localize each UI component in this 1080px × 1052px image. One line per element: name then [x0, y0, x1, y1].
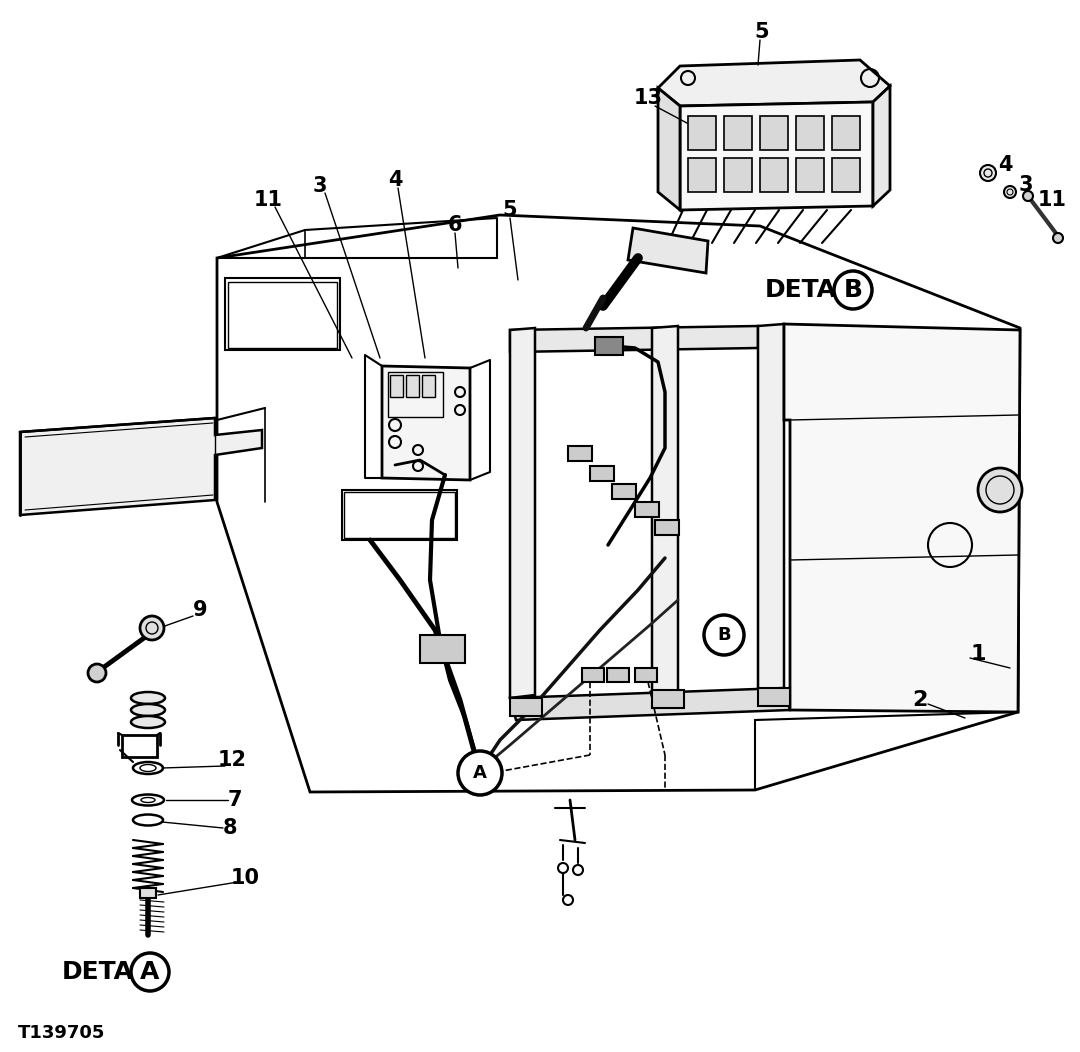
Text: A: A: [473, 764, 487, 782]
Circle shape: [87, 664, 106, 682]
Text: 10: 10: [230, 868, 259, 888]
Text: DETAIL: DETAIL: [765, 278, 862, 302]
Polygon shape: [758, 324, 784, 692]
Circle shape: [458, 751, 502, 795]
Bar: [420, 635, 465, 663]
Circle shape: [1004, 186, 1016, 198]
Bar: [796, 158, 824, 193]
Bar: [758, 688, 789, 706]
Bar: [140, 888, 156, 898]
Text: 1: 1: [970, 644, 986, 664]
Text: 4: 4: [388, 170, 402, 190]
Bar: [796, 116, 824, 150]
Bar: [510, 697, 542, 716]
Bar: [582, 668, 604, 682]
Bar: [635, 502, 659, 517]
Bar: [612, 484, 636, 499]
Text: B: B: [717, 626, 731, 644]
Text: T139705: T139705: [18, 1024, 106, 1041]
Bar: [688, 116, 716, 150]
Circle shape: [834, 271, 872, 309]
Bar: [345, 492, 455, 538]
Polygon shape: [784, 324, 1020, 712]
Polygon shape: [510, 326, 758, 352]
Ellipse shape: [131, 692, 165, 704]
Bar: [652, 690, 684, 708]
Bar: [568, 446, 592, 461]
Bar: [406, 375, 419, 397]
Text: 5: 5: [502, 200, 517, 220]
Ellipse shape: [131, 704, 165, 716]
Polygon shape: [21, 418, 262, 515]
Circle shape: [1053, 232, 1063, 243]
Text: 5: 5: [755, 22, 769, 42]
Bar: [342, 490, 457, 540]
Text: 2: 2: [913, 690, 928, 710]
Text: 8: 8: [222, 818, 238, 838]
Bar: [422, 375, 435, 397]
Polygon shape: [680, 102, 873, 210]
Bar: [122, 735, 157, 757]
Text: 12: 12: [217, 750, 246, 770]
Circle shape: [140, 616, 164, 640]
Bar: [590, 466, 615, 481]
Polygon shape: [217, 215, 1020, 792]
Bar: [760, 116, 788, 150]
Polygon shape: [510, 328, 535, 697]
Bar: [595, 337, 623, 355]
Polygon shape: [510, 688, 789, 720]
Bar: [760, 158, 788, 193]
Text: 13: 13: [634, 88, 662, 108]
Text: A: A: [140, 960, 160, 984]
Bar: [832, 158, 860, 193]
Text: 9: 9: [192, 600, 207, 620]
Bar: [225, 278, 340, 350]
Bar: [228, 282, 337, 348]
Bar: [607, 668, 629, 682]
Text: 7: 7: [228, 790, 242, 810]
Text: DETAIL: DETAIL: [62, 960, 159, 984]
Polygon shape: [873, 86, 890, 206]
Polygon shape: [627, 228, 708, 274]
Polygon shape: [382, 366, 470, 480]
Text: 11: 11: [1038, 190, 1067, 210]
Polygon shape: [658, 88, 680, 210]
Text: 4: 4: [998, 155, 1012, 175]
Polygon shape: [652, 326, 678, 695]
Text: 6: 6: [448, 215, 462, 235]
Circle shape: [978, 468, 1022, 512]
Circle shape: [1023, 191, 1032, 201]
Bar: [635, 668, 657, 682]
Bar: [688, 158, 716, 193]
Circle shape: [980, 165, 996, 181]
Bar: [390, 375, 403, 397]
Text: 11: 11: [254, 190, 283, 210]
Circle shape: [704, 615, 744, 655]
Bar: [724, 158, 752, 193]
Bar: [832, 116, 860, 150]
Bar: [724, 116, 752, 150]
Text: B: B: [843, 278, 863, 302]
Text: 3: 3: [1018, 175, 1034, 195]
Bar: [388, 372, 443, 417]
Bar: [654, 520, 679, 535]
Ellipse shape: [131, 716, 165, 728]
Circle shape: [131, 953, 168, 991]
Polygon shape: [658, 60, 890, 106]
Text: 3: 3: [313, 176, 327, 196]
